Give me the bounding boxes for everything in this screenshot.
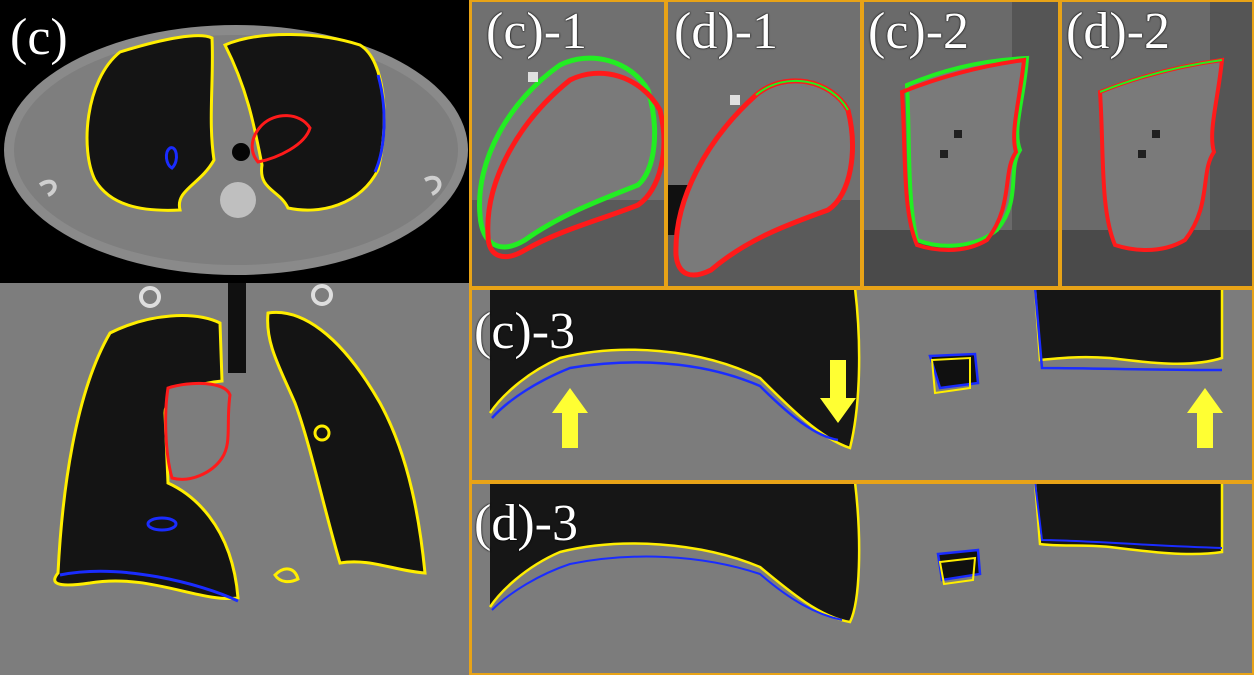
coronal-ct-view bbox=[0, 283, 470, 675]
zoom-panel-d3: (d)-3 bbox=[469, 481, 1254, 675]
zoom-label-c1: (c)-1 bbox=[486, 3, 588, 60]
arrow-down-middle bbox=[820, 360, 856, 423]
zoom-label-c2: (c)-2 bbox=[868, 3, 970, 60]
zoom-image-d1 bbox=[666, 0, 862, 288]
arrow-up-left bbox=[552, 388, 588, 448]
coronal-ct-image bbox=[0, 283, 470, 675]
zoom-panel-d1: (d)-1 bbox=[665, 0, 863, 289]
zoom-image-c2 bbox=[862, 0, 1060, 288]
zoom-label-d1: (d)-1 bbox=[674, 3, 778, 60]
main-panel-label: (c) bbox=[10, 9, 68, 66]
axial-ct-view: (c) bbox=[0, 0, 470, 283]
arrow-up-right bbox=[1187, 388, 1223, 448]
zoom-image-d2 bbox=[1060, 0, 1254, 288]
zoom-image-c3 bbox=[470, 288, 1254, 482]
zoom-panel-d2: (d)-2 bbox=[1059, 0, 1254, 289]
zoom-label-c3: (c)-3 bbox=[474, 303, 576, 360]
zoom-panel-c3: (c)-3 bbox=[469, 287, 1254, 483]
zoom-label-d2: (d)-2 bbox=[1066, 3, 1170, 60]
zoom-label-d3: (d)-3 bbox=[474, 495, 578, 552]
zoom-panel-c2: (c)-2 bbox=[861, 0, 1061, 289]
zoom-panel-c1: (c)-1 bbox=[469, 0, 667, 289]
zoom-image-c1 bbox=[470, 0, 666, 288]
axial-ct-image bbox=[4, 25, 468, 275]
zoom-image-d3 bbox=[470, 482, 1254, 675]
